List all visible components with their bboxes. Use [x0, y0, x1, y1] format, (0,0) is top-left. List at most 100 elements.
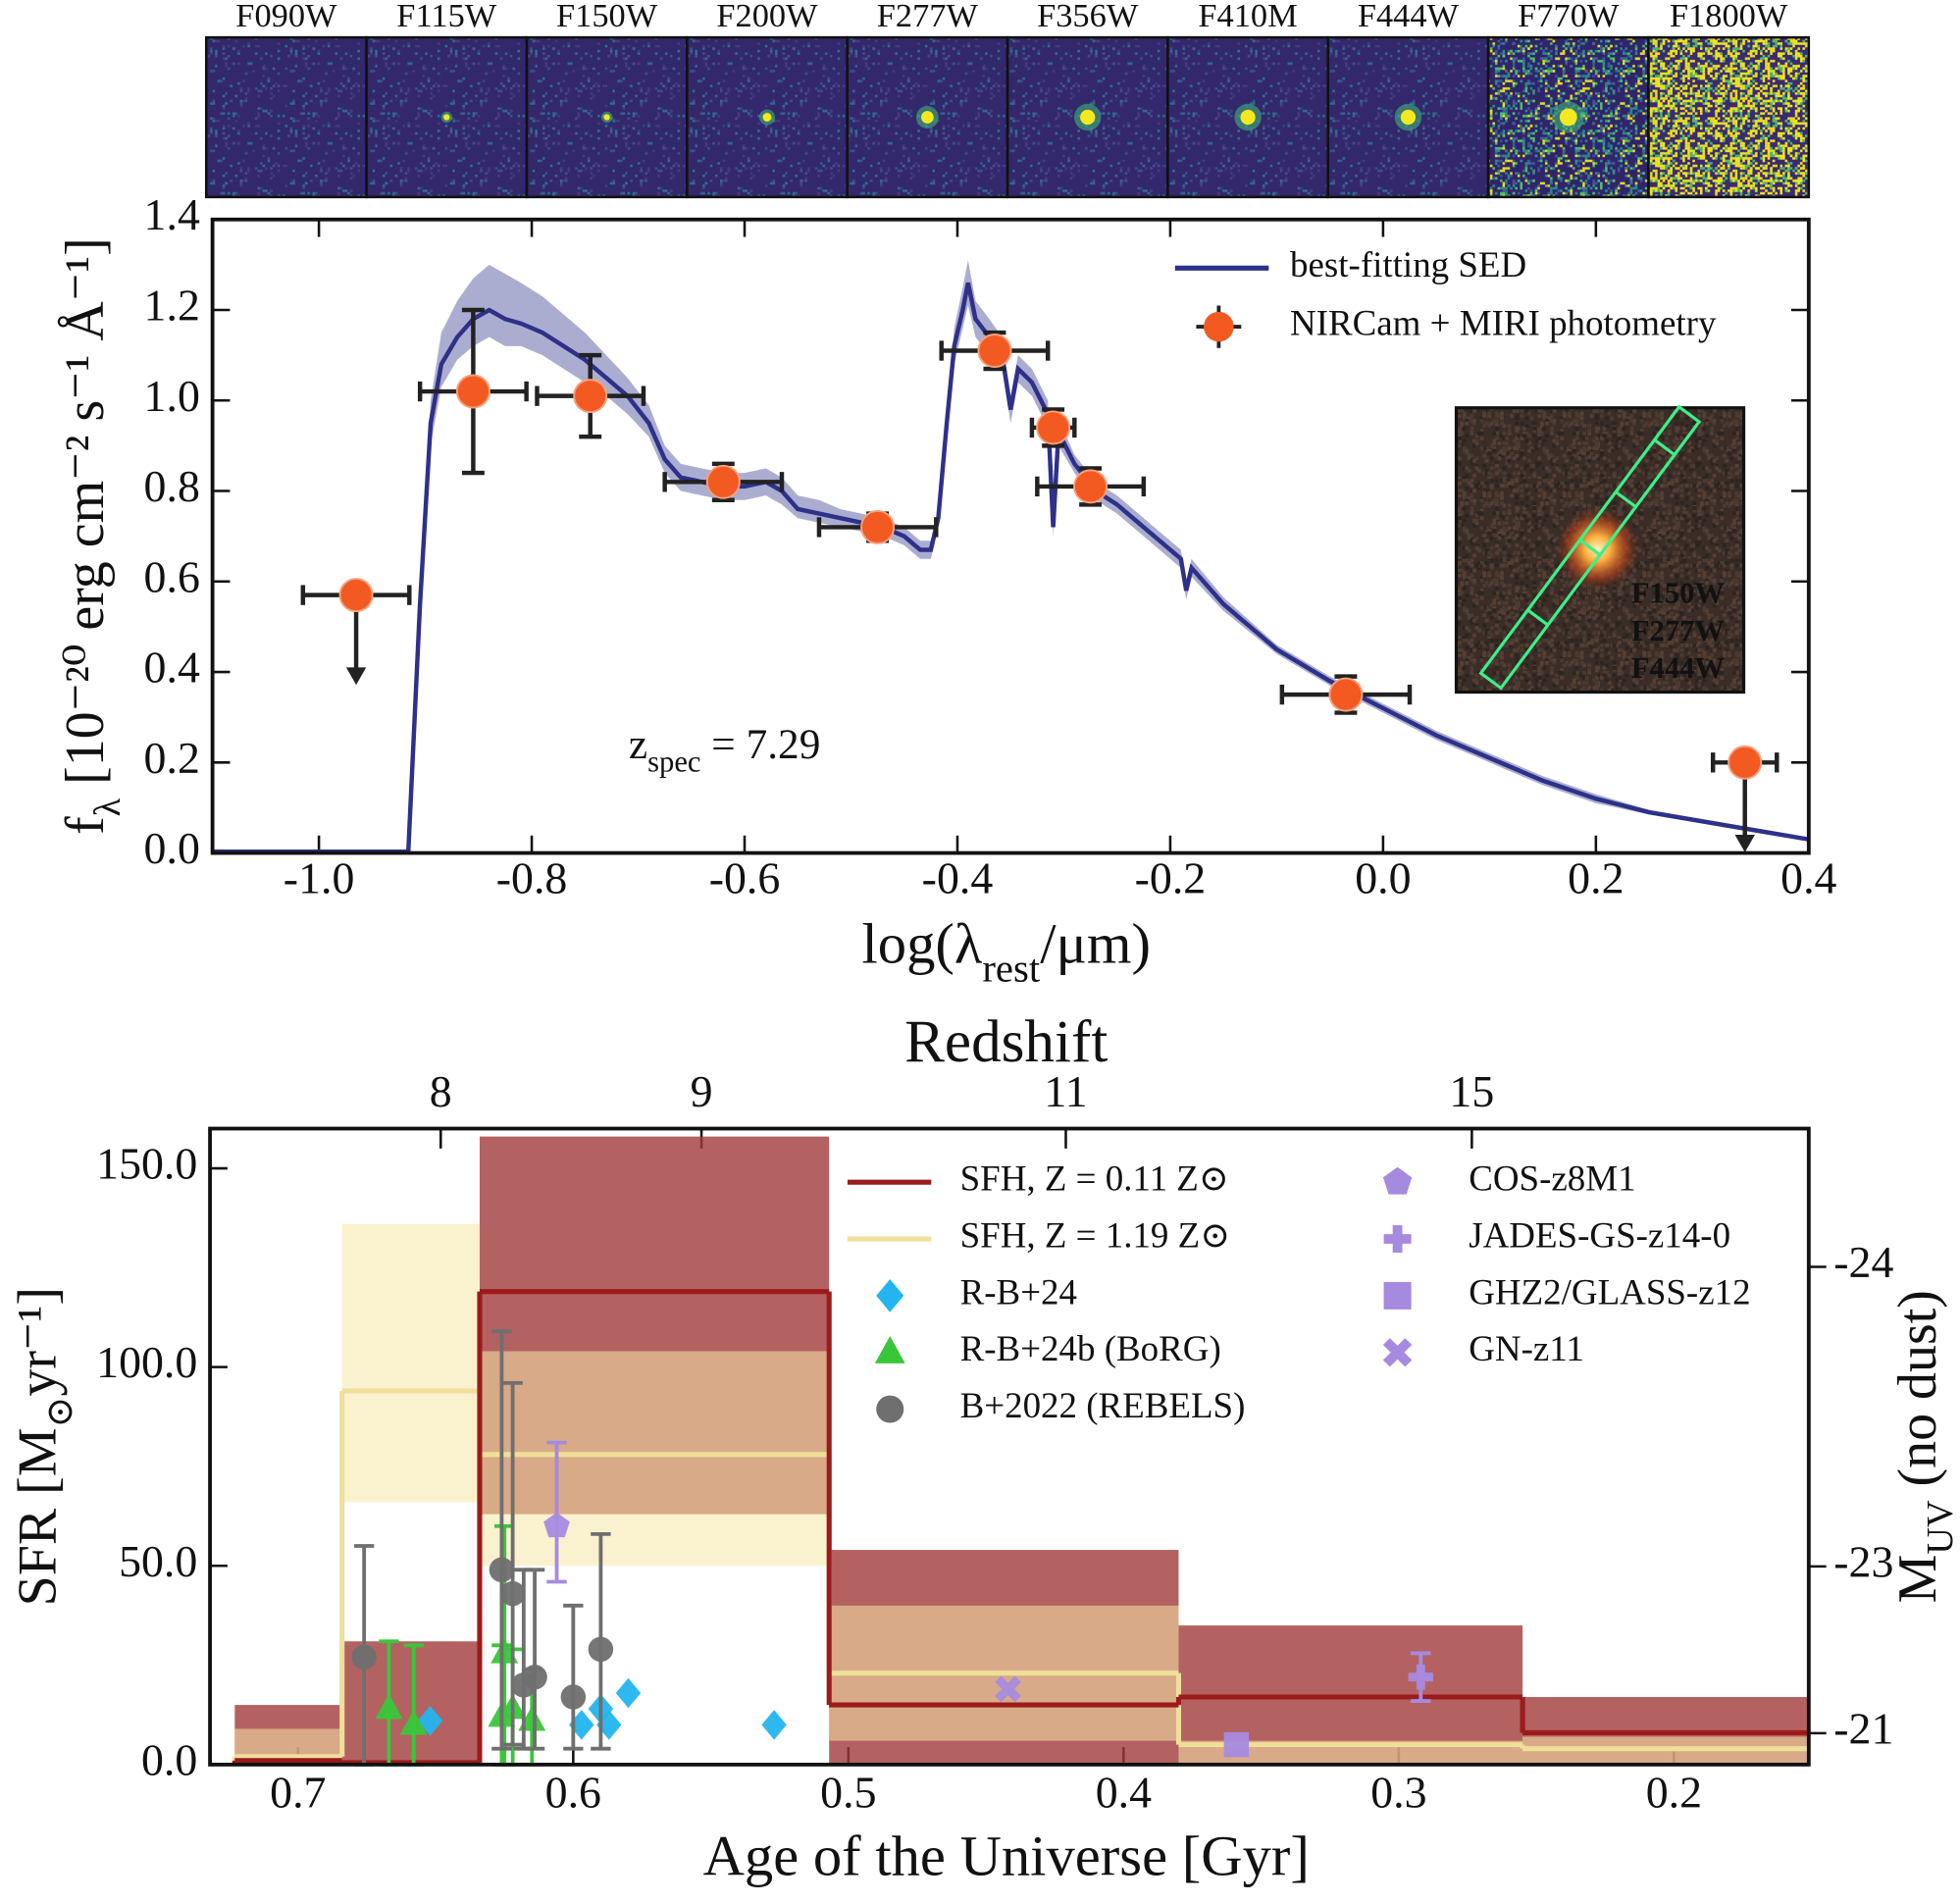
marker-triangle [399, 1710, 428, 1735]
y2-axis-label-tail: (no dust) [1887, 1290, 1948, 1500]
cutout-label: F090W [235, 0, 337, 34]
y-tick-label: 150.0 [96, 1139, 197, 1189]
cutout-image [1647, 35, 1811, 199]
cutout-source [920, 111, 934, 124]
inset: F150W F277W F444W [1454, 404, 1746, 694]
inset-slit [1478, 404, 1702, 691]
marker-circle [560, 1684, 587, 1710]
y-tick-label: 0.2 [144, 733, 200, 783]
marker-x [1382, 1338, 1413, 1367]
x-axis-label-tail: /μm) [1040, 912, 1151, 976]
slit-divider [1615, 490, 1637, 508]
photometry-marker [455, 374, 490, 409]
sed-chart: -1.0 -0.8 -0.6 -0.4 -0.2 0.0 0.2 0.4 0.0 0.2 0.4 0.… [55, 189, 1837, 990]
marker-diamond [615, 1677, 642, 1709]
x-tick-label: -0.6 [709, 853, 781, 903]
marker-circle [351, 1644, 377, 1671]
photometry-marker [977, 334, 1012, 369]
observation-group [543, 1440, 570, 1584]
x-tick-label: 0.0 [1355, 853, 1411, 903]
legend-label: GN-z11 [1469, 1328, 1584, 1368]
cutout-label: F115W [396, 0, 496, 34]
cutout-source [443, 114, 450, 121]
legend-label: JADES-GS-z14-0 [1469, 1215, 1730, 1256]
y2-tick-label: -23 [1833, 1536, 1893, 1586]
cutout-source [762, 113, 772, 122]
y-axis-label-tail: [10⁻²⁰ erg cm⁻² s⁻¹ Å⁻¹] [55, 237, 116, 798]
marker-diamond [876, 1279, 904, 1312]
marker-circle [588, 1636, 614, 1663]
marker-square [1223, 1731, 1250, 1758]
cutout-image [525, 35, 689, 199]
legend-label: SFH, Z = 1.19 Z⊙ [960, 1215, 1231, 1256]
x-tick-label: 0.4 [1780, 853, 1836, 903]
marker-circle [499, 1580, 526, 1607]
plot-frame [210, 217, 1811, 855]
legend-label: best-fitting SED [1290, 244, 1526, 284]
marker-circle [522, 1665, 547, 1690]
x-tick-label: 0.2 [1568, 853, 1624, 903]
sfh-band [479, 1351, 830, 1567]
cutout-label: F150W [556, 0, 658, 34]
legend-label: COS-z8M1 [1469, 1158, 1635, 1199]
y2-axis-label-sub: UV [1920, 1500, 1960, 1555]
x2-tick-label: 9 [691, 1066, 713, 1116]
marker-plus [1383, 1225, 1412, 1254]
cutout-label: F200W [716, 0, 818, 34]
legend-label: GHZ2/GLASS-z12 [1469, 1271, 1750, 1312]
cutout-label: F1800W [1670, 0, 1788, 34]
photometry-marker [1073, 469, 1109, 504]
y-tick-label: 0.0 [141, 1734, 197, 1784]
y-tick-label: 1.0 [144, 371, 200, 421]
y-axis-label-sub: λ [87, 797, 129, 816]
photometry-marker [573, 379, 608, 414]
photometry-point [816, 509, 939, 544]
y-tick-label: 0.8 [144, 461, 200, 511]
x-tick-label: -1.0 [284, 853, 355, 903]
legend-label: SFH, Z = 0.11 Z⊙ [960, 1158, 1229, 1199]
y-axis-label-sub: ⊙ [39, 1397, 80, 1428]
marker-circle [876, 1395, 904, 1423]
cutout-label: F277W [877, 0, 979, 34]
marker-diamond [417, 1706, 443, 1736]
legend-label: NIRCam + MIRI photometry [1290, 303, 1717, 343]
x-axis-label-main: log(λ [862, 912, 983, 976]
y-axis-label-tail: yr⁻¹] [7, 1287, 68, 1397]
cutout-source [1400, 109, 1417, 126]
x-tick-label: 0.4 [1096, 1767, 1152, 1817]
x-tick-label: 0.5 [820, 1767, 876, 1817]
marker-circle [489, 1557, 515, 1583]
x2-tick-label: 11 [1044, 1066, 1087, 1116]
y-tick-label: 0.4 [144, 643, 200, 693]
annotation-main: z [629, 721, 647, 768]
legend-label: R-B+24 [960, 1271, 1077, 1312]
marker-pentagon [543, 1512, 570, 1538]
y-axis-label-main: SFR [M [7, 1428, 68, 1607]
annotation-sub: spec [647, 746, 700, 779]
slit-divider [1653, 438, 1676, 456]
observation-group [351, 1329, 614, 1767]
marker-triangle [375, 1693, 403, 1720]
photometry-point [1279, 674, 1413, 715]
marker-x [995, 1675, 1021, 1703]
annotation-tail: = 7.29 [700, 721, 820, 768]
y2-tick-label: -24 [1833, 1237, 1893, 1287]
photometry-point [300, 578, 412, 686]
upper-limit-head [1734, 835, 1755, 852]
sfh-band [341, 1223, 480, 1503]
y-tick-label: 0.6 [144, 551, 200, 601]
plot-frame [208, 1126, 1811, 1767]
inset-label: F277W [1631, 614, 1726, 647]
photometry-marker [1328, 677, 1364, 712]
upper-limit-head [345, 667, 367, 686]
photometry-marker [705, 464, 741, 499]
x-tick-label: -0.2 [1135, 853, 1207, 903]
cutout-source [1559, 108, 1577, 127]
cutout-source [1080, 109, 1096, 126]
sfh-chart: 0.7 0.6 0.5 0.4 0.3 0.28 9 11 150.050.0100.0150.… [7, 1009, 1960, 1888]
x2-tick-label: 15 [1449, 1066, 1494, 1116]
photometry-marker [1728, 745, 1763, 780]
y-tick-label: 50.0 [119, 1536, 197, 1586]
slit-divider [1526, 608, 1549, 627]
